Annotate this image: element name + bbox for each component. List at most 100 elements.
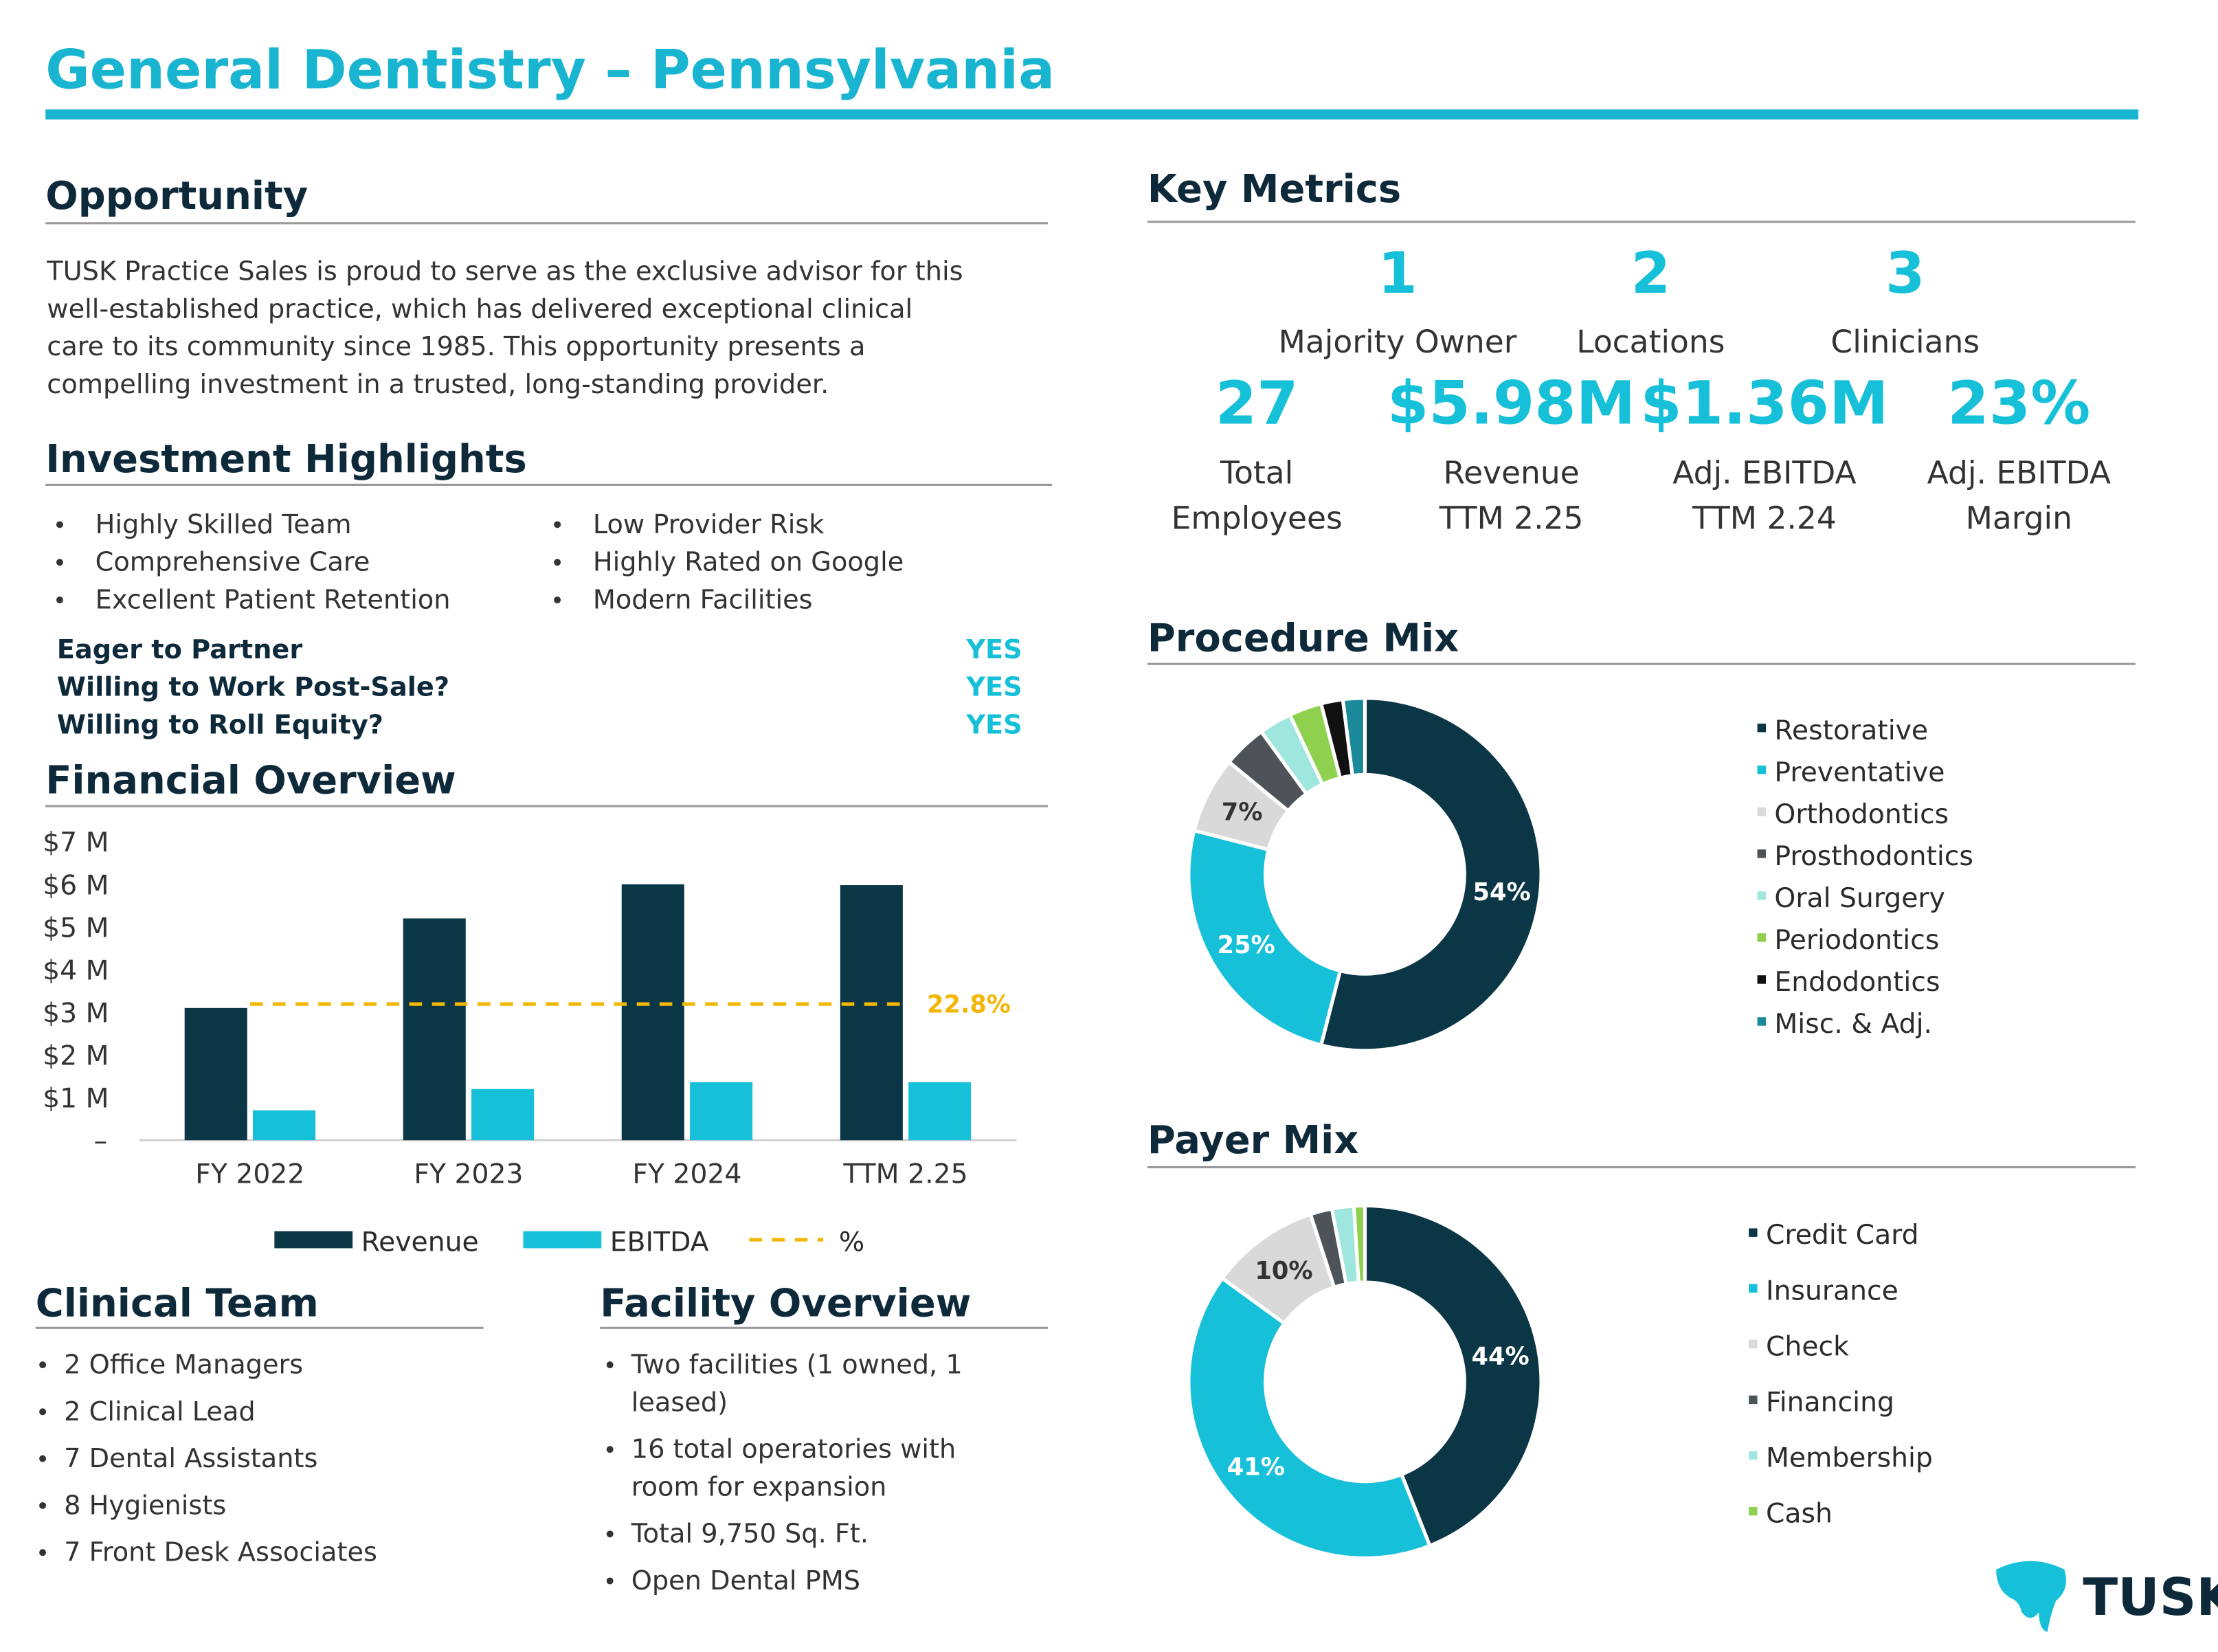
title-rule bbox=[45, 109, 2139, 120]
legend-label: % bbox=[839, 1227, 864, 1258]
y-tick-label: $7 M bbox=[43, 827, 109, 858]
legend-swatch bbox=[1749, 1228, 1758, 1237]
y-tick-label: $5 M bbox=[43, 913, 109, 944]
bullet bbox=[56, 559, 63, 566]
bar bbox=[840, 885, 903, 1141]
donut-slice bbox=[1319, 696, 1543, 1053]
page-title: General Dentistry – Pennsylvania bbox=[45, 38, 1055, 101]
logo-icon bbox=[1996, 1561, 2066, 1633]
legend-label: Financing bbox=[1766, 1387, 1894, 1418]
metric-label: TTM 2.25 bbox=[1439, 500, 1584, 537]
paragraph-line: TUSK Practice Sales is proud to serve as… bbox=[46, 256, 963, 287]
section-title: Key Metrics bbox=[1147, 167, 1401, 212]
highlight-item: Excellent Patient Retention bbox=[96, 584, 451, 615]
legend-label: Revenue bbox=[361, 1227, 479, 1258]
facility-item: Open Dental PMS bbox=[631, 1565, 860, 1596]
paragraph-line: compelling investment in a trusted, long… bbox=[47, 369, 829, 400]
x-tick-label: FY 2023 bbox=[414, 1159, 523, 1190]
metric-label: Revenue bbox=[1444, 454, 1580, 491]
donut-slice bbox=[1187, 828, 1343, 1047]
highlight-item: Highly Skilled Team bbox=[96, 509, 352, 540]
bullet bbox=[606, 1361, 614, 1369]
section-title: Clinical Team bbox=[36, 1282, 319, 1326]
facility-item: leased) bbox=[631, 1387, 728, 1418]
metric-label: Adj. EBITDA bbox=[1672, 454, 1856, 491]
data-label: 44% bbox=[1472, 1343, 1530, 1371]
legend-label: Orthodontics bbox=[1774, 799, 1949, 830]
section-title: Procedure Mix bbox=[1147, 616, 1459, 661]
bar bbox=[690, 1082, 753, 1141]
bar bbox=[253, 1110, 316, 1141]
legend-label: Check bbox=[1766, 1331, 1849, 1362]
legend-label: Cash bbox=[1766, 1499, 1833, 1530]
donut-slice bbox=[1187, 1275, 1433, 1561]
metric-label: Locations bbox=[1576, 324, 1725, 360]
legend-label: Misc. & Adj. bbox=[1774, 1009, 1932, 1040]
donut-slice bbox=[1363, 1203, 1543, 1548]
legend-swatch bbox=[1757, 849, 1766, 858]
metric-value: $1.36M bbox=[1640, 369, 1888, 438]
y-tick-label: – bbox=[94, 1126, 108, 1157]
donut-slice bbox=[1341, 696, 1367, 778]
data-label: 22.8% bbox=[927, 991, 1011, 1019]
x-tick-label: TTM 2.25 bbox=[842, 1159, 967, 1190]
y-tick-label: $2 M bbox=[43, 1041, 109, 1072]
legend-swatch bbox=[1757, 766, 1766, 774]
legend-swatch bbox=[1757, 807, 1766, 816]
y-tick-label: $6 M bbox=[43, 870, 109, 901]
answer: YES bbox=[965, 710, 1022, 741]
logo-text: TUSK bbox=[2083, 1567, 2218, 1627]
data-label: 25% bbox=[1218, 931, 1275, 959]
bullet bbox=[606, 1446, 614, 1453]
highlight-item: Comprehensive Care bbox=[96, 547, 370, 578]
metric-value: 2 bbox=[1631, 240, 1671, 306]
legend-label: Insurance bbox=[1766, 1275, 1898, 1306]
bullet bbox=[39, 1408, 47, 1416]
facility-item: room for expansion bbox=[631, 1471, 887, 1502]
legend-label: Periodontics bbox=[1774, 925, 1939, 956]
legend-label: Prosthodontics bbox=[1774, 841, 1973, 872]
legend-swatch bbox=[1757, 1017, 1766, 1026]
logo: TUSK bbox=[1996, 1561, 2218, 1633]
metric-value: 3 bbox=[1885, 240, 1925, 306]
legend-label: Membership bbox=[1766, 1443, 1933, 1474]
legend-label: Oral Surgery bbox=[1774, 883, 1945, 914]
metric-label: Margin bbox=[1966, 500, 2072, 537]
team-item: 2 Office Managers bbox=[64, 1350, 303, 1381]
legend-swatch bbox=[523, 1231, 602, 1249]
legend-swatch bbox=[1749, 1284, 1758, 1293]
metric-label: Clinicians bbox=[1830, 324, 1980, 360]
facility-item: Total 9,750 Sq. Ft. bbox=[631, 1519, 869, 1550]
legend-swatch bbox=[1757, 975, 1766, 984]
section-title: Opportunity bbox=[45, 174, 308, 219]
bar bbox=[621, 884, 684, 1141]
team-item: 7 Dental Assistants bbox=[64, 1443, 317, 1474]
answer: YES bbox=[965, 672, 1022, 703]
data-label: 54% bbox=[1473, 878, 1531, 906]
y-tick-label: $3 M bbox=[43, 998, 109, 1029]
x-tick-label: FY 2024 bbox=[632, 1159, 741, 1190]
legend-label: Credit Card bbox=[1766, 1220, 1919, 1251]
data-label: 10% bbox=[1255, 1257, 1312, 1285]
facility-item: Two facilities (1 owned, 1 bbox=[631, 1350, 963, 1381]
legend-swatch bbox=[1757, 891, 1766, 900]
highlight-item: Highly Rated on Google bbox=[593, 547, 904, 578]
bullet bbox=[554, 559, 561, 566]
donut-slice bbox=[1352, 1203, 1367, 1285]
legend-swatch bbox=[1749, 1395, 1758, 1405]
bullet bbox=[39, 1361, 47, 1369]
team-item: 2 Clinical Lead bbox=[64, 1396, 256, 1427]
paragraph-line: well-established practice, which has del… bbox=[47, 293, 912, 324]
metric-label: Total bbox=[1220, 454, 1293, 491]
bullet bbox=[554, 521, 561, 528]
paragraph-line: care to its community since 1985. This o… bbox=[47, 331, 865, 362]
data-label: 7% bbox=[1222, 799, 1263, 827]
highlight-item: Low Provider Risk bbox=[593, 509, 825, 540]
bar bbox=[908, 1082, 972, 1141]
question: Eager to Partner bbox=[57, 634, 303, 665]
legend-label: Restorative bbox=[1774, 715, 1928, 746]
bar bbox=[184, 1007, 247, 1141]
metric-value: 27 bbox=[1216, 369, 1299, 438]
